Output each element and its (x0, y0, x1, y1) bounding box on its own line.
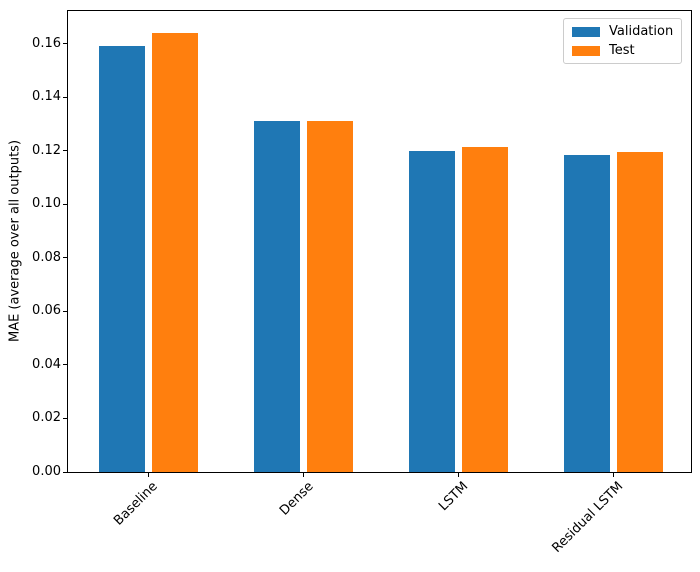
y-tick-label: 0.14 (32, 89, 61, 105)
bar-validation-baseline (98, 46, 146, 472)
y-tick-mark (63, 364, 67, 366)
bar-validation-dense (253, 121, 301, 472)
legend-item-test: Test (572, 44, 673, 57)
x-tick-label: LSTM (436, 479, 472, 515)
bar-test-residual-lstm (616, 152, 664, 472)
x-tick-label: Residual LSTM (549, 479, 627, 556)
legend-swatch-validation (572, 26, 600, 37)
bar-validation-lstm (408, 150, 456, 472)
y-tick-label: 0.08 (32, 249, 61, 265)
x-tick-mark (613, 473, 614, 477)
y-tick-mark (63, 310, 67, 312)
legend-item-validation: Validation (572, 25, 673, 38)
y-tick-label: 0.10 (32, 196, 61, 212)
y-tick-mark (63, 203, 67, 205)
y-tick-label: 0.00 (32, 464, 61, 479)
y-tick-label: 0.04 (32, 356, 61, 372)
bar-test-dense (306, 121, 354, 472)
y-tick-mark (63, 43, 67, 45)
y-tick-mark (63, 471, 67, 473)
y-tick-label: 0.16 (32, 35, 61, 51)
y-tick-mark (63, 150, 67, 152)
bar-test-baseline (151, 32, 199, 472)
x-tick-label: Baseline (111, 479, 162, 529)
legend-swatch-test (572, 45, 600, 56)
y-tick-label: 0.06 (32, 303, 61, 319)
legend: Validation Test (563, 18, 683, 64)
x-tick-mark (458, 473, 460, 477)
y-tick-label: 0.02 (32, 410, 61, 426)
y-tick-label: 0.12 (32, 142, 61, 158)
y-tick-mark (63, 96, 67, 98)
y-tick-mark (63, 257, 67, 259)
x-tick-mark (148, 473, 150, 477)
bar-validation-residual-lstm (563, 154, 611, 472)
x-tick-label: Dense (276, 479, 317, 519)
bar-test-lstm (461, 146, 509, 472)
y-tick-mark (63, 417, 67, 419)
x-tick-mark (303, 473, 305, 477)
legend-label-validation: Validation (609, 24, 674, 39)
legend-label-test: Test (609, 43, 635, 58)
